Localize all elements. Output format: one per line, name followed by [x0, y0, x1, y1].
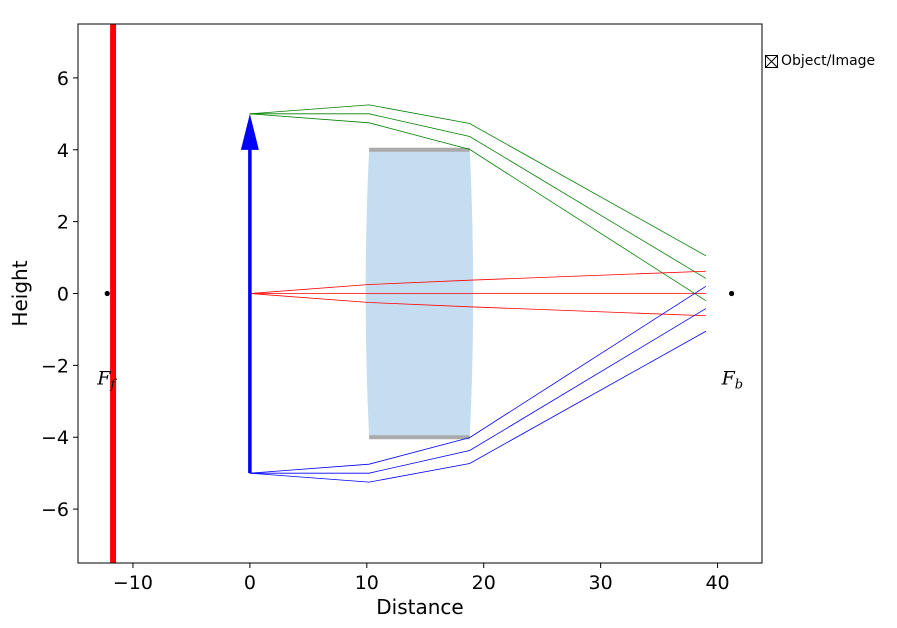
ray-2-1	[249, 308, 707, 474]
y-tick-label: −6	[41, 499, 69, 521]
ray-0-1	[249, 113, 707, 279]
legend-checkbox-icon[interactable]	[765, 54, 778, 68]
legend[interactable]: Object/Image	[765, 53, 875, 69]
ray-1-2	[249, 293, 706, 317]
legend-label: Object/Image	[781, 53, 876, 69]
y-tick-label: 2	[57, 212, 69, 234]
object-arrow-head	[240, 113, 259, 150]
ray-1-0	[249, 270, 706, 294]
focal-point-back	[729, 290, 735, 297]
y-tick-label: 4	[57, 140, 69, 162]
y-tick-label: 0	[57, 284, 69, 306]
x-axis-ticks: −10 0 10 20 30 40	[113, 563, 730, 594]
y-tick-label: −2	[41, 355, 69, 377]
y-axis-ticks: −6 −4 −2 0 2 4 6	[41, 68, 78, 521]
focal-subscript-back: b	[735, 378, 743, 393]
ray-0-2	[249, 113, 707, 302]
y-tick-label: −4	[41, 427, 69, 449]
x-tick-label: 20	[472, 572, 496, 594]
x-axis-label: Distance	[376, 595, 463, 619]
x-tick-label: −10	[113, 572, 153, 594]
y-tick-label: 6	[57, 68, 69, 90]
focal-label-back: Fb	[721, 368, 744, 393]
x-tick-label: 40	[705, 572, 729, 594]
ray-0-0	[249, 104, 707, 257]
x-tick-label: 30	[589, 572, 613, 594]
ray-2-2	[249, 330, 707, 483]
x-tick-label: 10	[355, 572, 379, 594]
x-tick-label: 0	[244, 572, 256, 594]
focal-subscript-front: f	[109, 378, 117, 393]
focal-point-front	[104, 290, 110, 297]
ray-2-0	[249, 285, 707, 474]
y-axis-label: Height	[8, 260, 32, 326]
plot-area	[104, 24, 735, 563]
